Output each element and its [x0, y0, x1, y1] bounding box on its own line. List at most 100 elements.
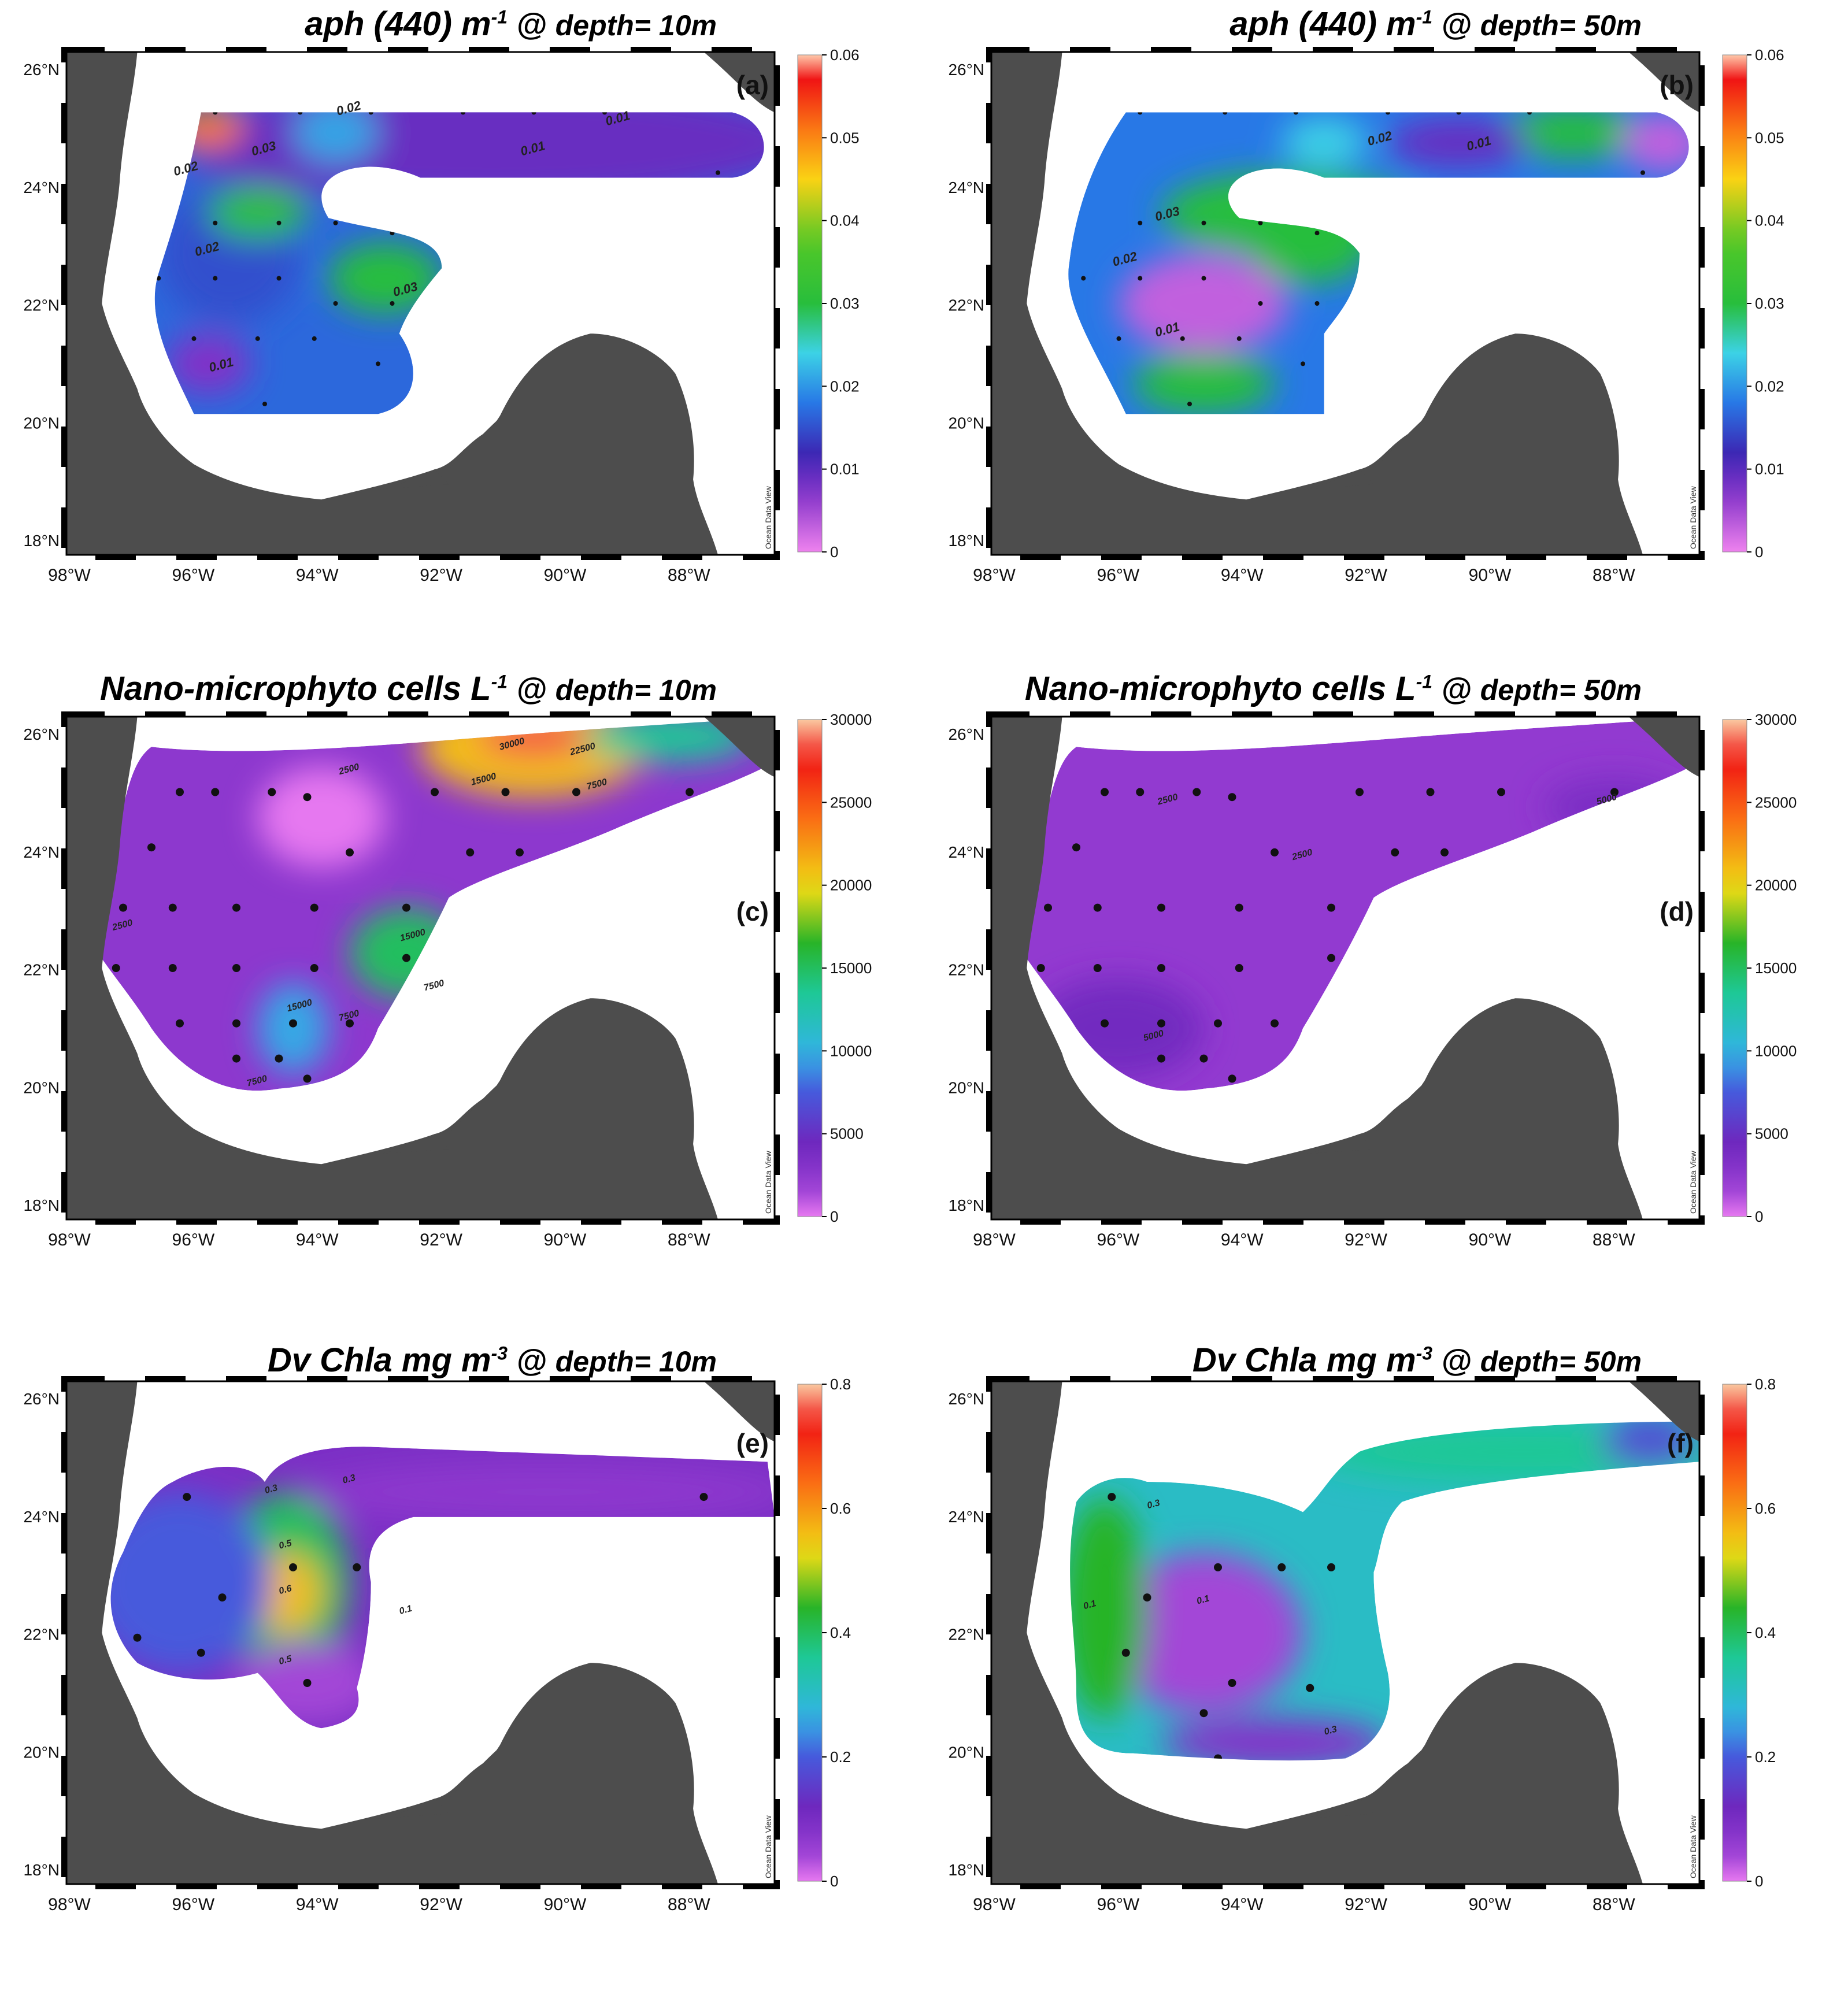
station-dot [1101, 788, 1109, 796]
station-dot [333, 220, 338, 225]
station-dot [1108, 1493, 1116, 1501]
colorbar-tick-label: 0 [830, 1873, 838, 1890]
colorbar-tick-label: 0.06 [830, 46, 860, 64]
longitude-label: 88°W [1593, 1895, 1635, 1914]
latitude-label: 22°N [23, 296, 60, 314]
station-dot [1081, 276, 1086, 281]
station-dot [303, 1074, 312, 1083]
field-blob [1282, 117, 1367, 168]
credit-text: Ocean Data View [764, 1815, 773, 1878]
station-dot [333, 301, 338, 306]
colorbar-tick-label: 0.01 [830, 461, 860, 478]
field-blob [300, 1462, 775, 1522]
station-dot [1093, 964, 1102, 972]
latitude-label: 22°N [948, 1626, 984, 1644]
title-variable: Nano-microphyto cells L [99, 670, 491, 707]
longitude-label: 98°W [48, 566, 91, 585]
colorbar-tick-label: 30000 [830, 711, 872, 728]
colorbar [797, 719, 823, 1217]
station-dot [686, 788, 694, 796]
station-dot [602, 112, 607, 115]
station-dot [310, 964, 319, 972]
station-dot [1138, 276, 1143, 281]
station-dot [531, 112, 536, 115]
station-dot [289, 1563, 297, 1571]
station-dot [232, 1019, 240, 1028]
land-florida [1628, 52, 1699, 113]
colorbar-tick-label: 0.02 [830, 377, 860, 395]
station-dot [197, 1648, 205, 1657]
station-dot [312, 336, 317, 341]
latitude-label: 20°N [948, 414, 984, 432]
station-dot [1271, 1019, 1279, 1028]
latitude-label: 24°N [23, 843, 60, 861]
station-dot [1277, 1563, 1286, 1571]
station-dot [1314, 301, 1320, 306]
station-dot [1072, 843, 1080, 852]
colorbar-tick-label: 0.2 [830, 1748, 851, 1766]
credit-text: Ocean Data View [764, 485, 773, 549]
map-canvas: 0.02 0.010.030.020.0126°N24°N22°N20°N18°N… [948, 46, 1784, 585]
longitude-label: 92°W [420, 1895, 462, 1914]
land-yucatan [449, 333, 718, 555]
station-dot [1136, 788, 1145, 796]
title-depth: depth= 10m [555, 1345, 717, 1378]
longitude-label: 90°W [544, 566, 587, 585]
colorbar-tick-label: 0.2 [1755, 1748, 1776, 1766]
colorbar-tick-label: 30000 [1755, 711, 1797, 728]
credit-text: Ocean Data View [764, 1150, 773, 1214]
station-dot [1271, 848, 1279, 857]
station-dot [501, 788, 510, 796]
station-dot [1356, 788, 1364, 796]
latitude-label: 18°N [23, 1196, 60, 1214]
station-dot [572, 788, 580, 796]
contour-label: 0.3 [264, 1483, 279, 1496]
station-dot [1157, 1019, 1165, 1028]
map-panel-f: 0.3 0.1 0.1 0.3 26°N 24°N 22°N 20°N 18°N 98°W 96°W… [925, 1329, 1844, 1988]
latitude-label: 24°N [948, 179, 984, 196]
latitude-label: 18°N [948, 1861, 984, 1879]
longitude-label: 90°W [544, 1895, 587, 1914]
station-dot [390, 301, 395, 306]
colorbar [1722, 1384, 1747, 1882]
field-blob [165, 333, 251, 394]
map-canvas: 0.3 0.5 0.6 0.5 0.3 0.1 26°N 24°N 22°N 20°N 18°N 98… [23, 1375, 851, 1914]
station-dot [1426, 788, 1435, 796]
field-blob [1501, 112, 1643, 158]
longitude-label: 98°W [48, 1230, 91, 1250]
title-at: @ [508, 672, 555, 707]
title-unit-exponent: -1 [491, 671, 508, 692]
map-canvas: 2500 50002500500026°N24°N22°N20°N18°N98°W… [948, 711, 1797, 1250]
station-dot [303, 1679, 312, 1687]
field-blob [110, 1492, 272, 1673]
colorbar-tick-label: 0.6 [1755, 1500, 1776, 1517]
latitude-label: 18°N [948, 532, 984, 550]
longitude-label: 90°W [544, 1230, 587, 1250]
station-dot [1187, 402, 1192, 406]
station-dot [402, 903, 410, 912]
station-dot [1044, 903, 1052, 912]
title-at: @ [508, 1344, 555, 1378]
latitude-label: 20°N [23, 1078, 60, 1096]
latitude-label: 26°N [948, 1390, 984, 1408]
colorbar-tick-label: 20000 [830, 877, 872, 894]
station-dot [1157, 964, 1165, 972]
longitude-label: 94°W [296, 566, 339, 585]
station-dot [346, 1019, 354, 1028]
station-dot [303, 793, 312, 802]
longitude-label: 98°W [973, 1230, 1016, 1250]
latitude-label: 20°N [948, 1743, 984, 1761]
colorbar-tick-label: 0 [830, 1208, 838, 1225]
colorbar-tick-label: 0.05 [1755, 129, 1784, 146]
station-dot [211, 788, 220, 796]
title-at: @ [1432, 672, 1480, 707]
land-florida [1628, 1381, 1699, 1442]
latitude-label: 22°N [948, 961, 984, 979]
longitude-label: 94°W [296, 1895, 339, 1914]
credit-text: Ocean Data View [1688, 1150, 1698, 1214]
contour-label: 0.1 [398, 1604, 413, 1616]
station-dot [232, 964, 240, 972]
field-blob [208, 187, 308, 238]
station-dot [376, 361, 380, 366]
station-dot [276, 220, 282, 225]
